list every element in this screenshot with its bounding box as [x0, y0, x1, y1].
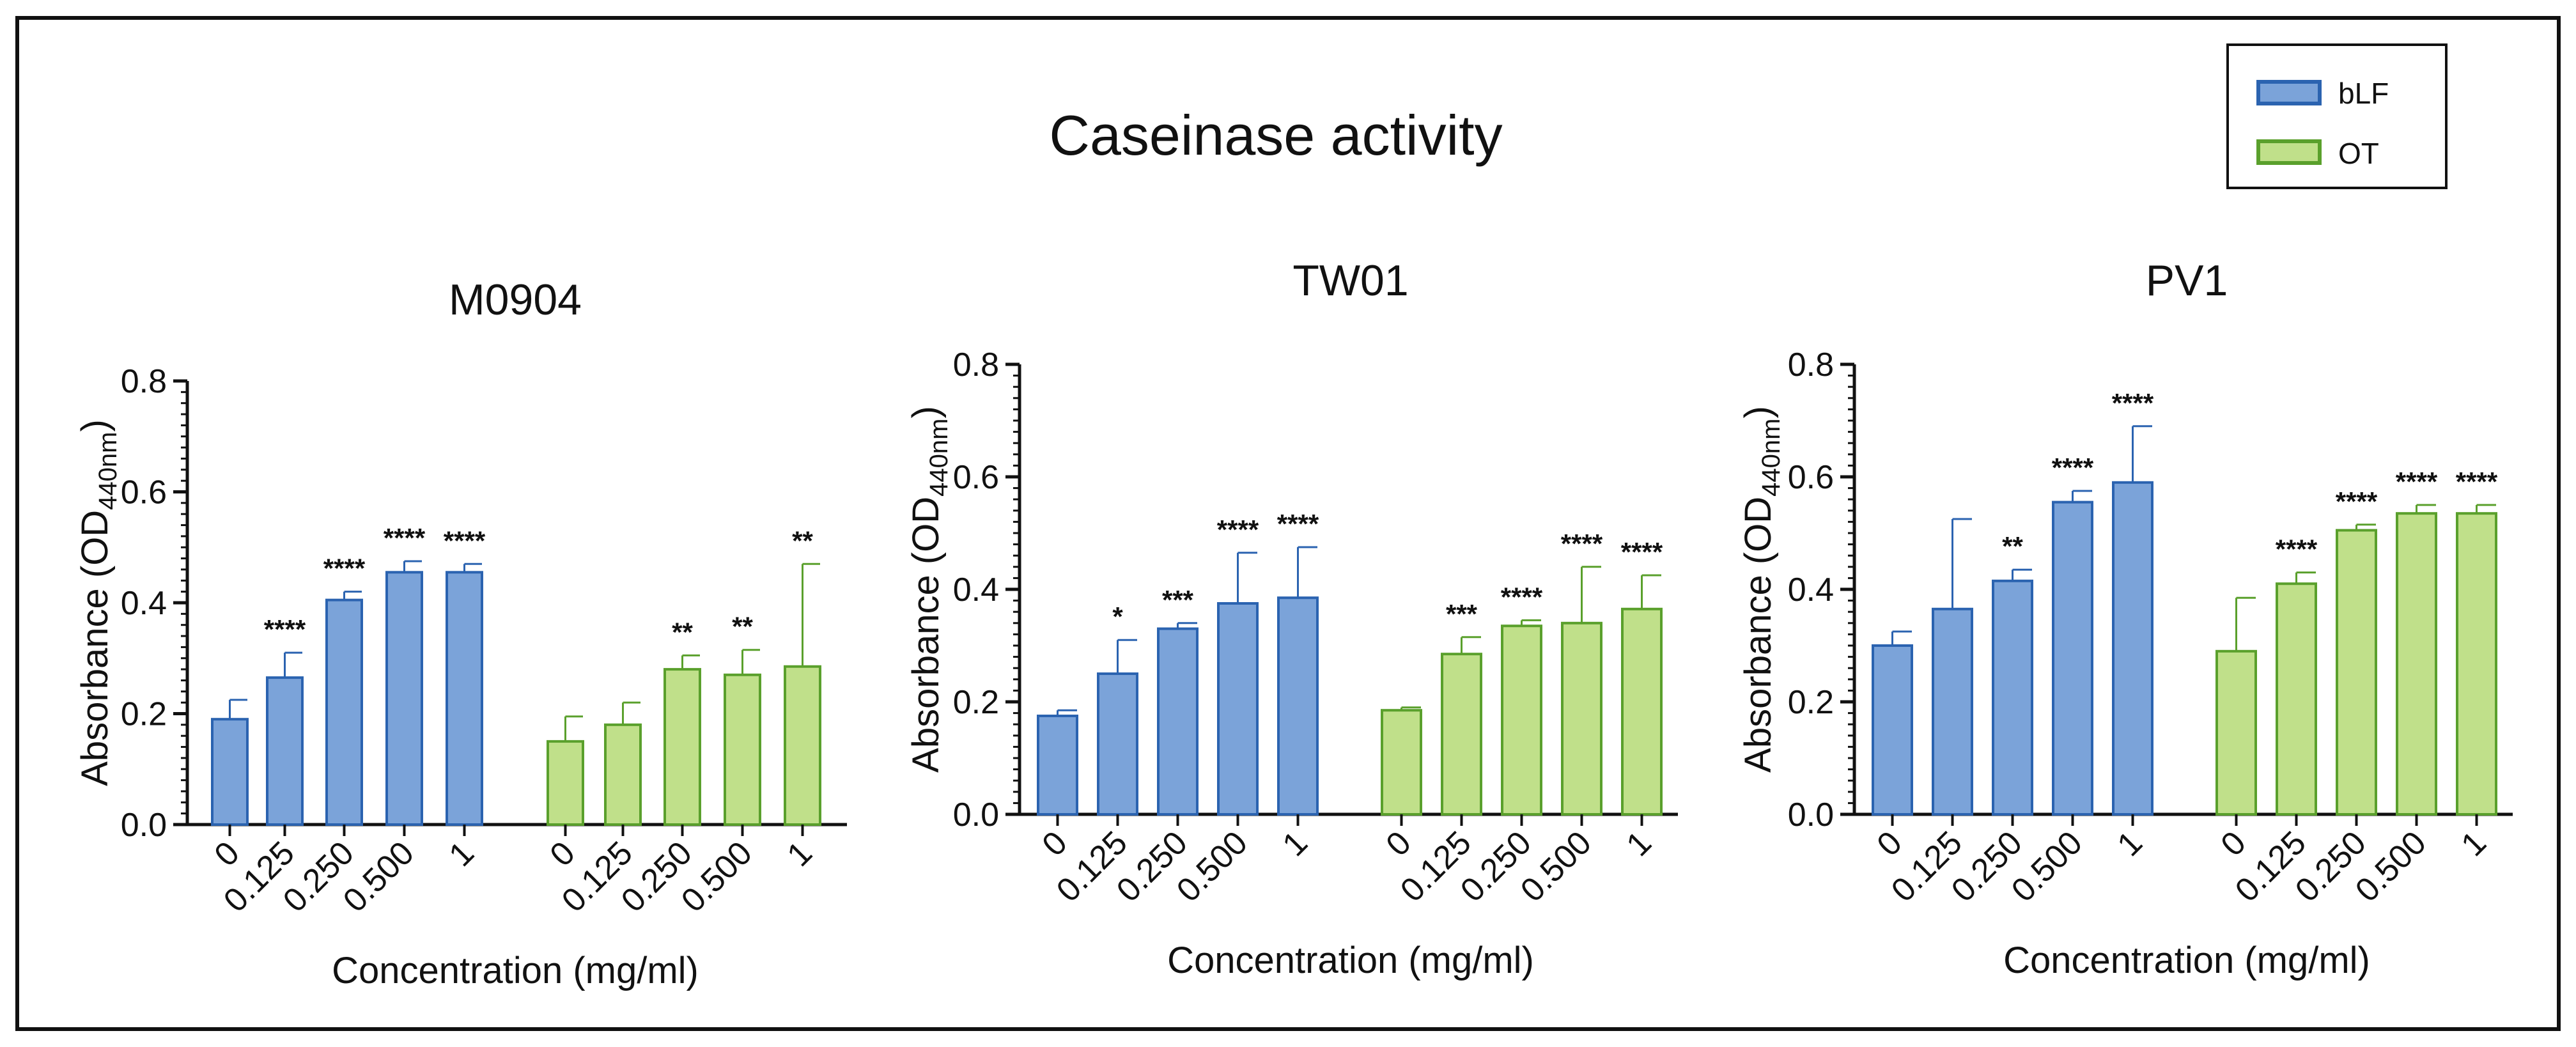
y-tick-label: 0.4 [1788, 571, 1834, 609]
significance-label: **** [1217, 515, 1259, 545]
panel-title: TW01 [1292, 256, 1408, 305]
significance-label: **** [2336, 486, 2378, 516]
bar-blf-0 [1037, 715, 1078, 816]
bar-ot-0.500 [2396, 512, 2437, 816]
significance-label: **** [1561, 529, 1603, 559]
significance-label: *** [1446, 599, 1478, 629]
bar-blf-0.125 [266, 676, 304, 826]
y-tick-label: 0.8 [121, 363, 167, 400]
significance-label: **** [2396, 467, 2438, 497]
significance-label: *** [1162, 585, 1194, 615]
significance-label: **** [264, 614, 306, 644]
y-tick-label: 0.0 [1788, 796, 1834, 834]
y-tick-label: 0.6 [1788, 459, 1834, 496]
y-tick-label: 0.4 [121, 585, 167, 622]
panel-title: M0904 [449, 275, 582, 324]
panel-title: PV1 [2146, 256, 2228, 305]
y-tick-label: 0.0 [953, 796, 999, 834]
bar-blf-0.250 [1157, 627, 1199, 816]
bar-ot-0.500 [1561, 621, 1602, 816]
legend-swatch-ot [2256, 139, 2322, 165]
y-tick-label: 0.2 [1788, 684, 1834, 721]
bar-ot-0 [547, 740, 584, 826]
y-tick-label: 0.4 [953, 571, 999, 609]
y-tick-label: 0.6 [121, 474, 167, 511]
legend: bLF OT [2226, 43, 2448, 189]
legend-box [2226, 43, 2448, 189]
legend-swatch-blf [2256, 80, 2322, 105]
significance-label: ** [732, 612, 753, 642]
bar-ot-0.125 [2276, 582, 2317, 816]
significance-label: **** [444, 525, 486, 555]
legend-label-blf: bLF [2338, 77, 2389, 110]
x-axis-label: Concentration (mg/ml) [1167, 940, 1534, 981]
bar-blf-0.500 [1217, 602, 1259, 816]
bar-blf-1 [2112, 481, 2153, 816]
bar-blf-0.250 [325, 598, 363, 826]
significance-label: **** [1277, 509, 1319, 539]
bar-ot-0.250 [663, 668, 701, 826]
bar-ot-0 [1381, 709, 1422, 816]
chart-title: Caseinase activity [1049, 104, 1502, 167]
significance-label: **** [2276, 534, 2318, 564]
bar-ot-0 [2215, 649, 2257, 816]
y-axis-label: Absorbance (OD440nm) [74, 419, 122, 786]
bar-ot-1 [2456, 512, 2497, 816]
x-axis-label: Concentration (mg/ml) [2003, 940, 2370, 981]
bar-blf-0.125 [1097, 672, 1138, 816]
bar-blf-0.250 [1992, 579, 2033, 816]
bar-ot-0.125 [604, 723, 642, 826]
bar-ot-0.500 [724, 673, 761, 826]
significance-label: **** [384, 523, 426, 553]
significance-label: * [1112, 601, 1123, 632]
y-tick-label: 0.2 [953, 684, 999, 721]
bar-ot-0.250 [1501, 624, 1542, 816]
bar-blf-0.500 [385, 571, 423, 826]
y-tick-label: 0.6 [953, 459, 999, 496]
significance-label: **** [323, 554, 366, 584]
bar-blf-0 [1872, 644, 1913, 816]
bar-ot-0.250 [2336, 529, 2377, 816]
significance-label: **** [1621, 537, 1663, 567]
significance-label: **** [2456, 467, 2498, 497]
significance-label: **** [2112, 388, 2154, 418]
bar-ot-1 [1621, 607, 1663, 816]
bar-ot-1 [784, 665, 821, 826]
significance-label: ** [672, 617, 693, 647]
y-tick-label: 0.8 [953, 346, 999, 384]
significance-label: **** [1501, 582, 1543, 612]
bar-blf-0.500 [2052, 500, 2093, 816]
y-tick-label: 0.8 [1788, 346, 1834, 384]
significance-label: ** [792, 525, 813, 555]
y-axis-label: Absorbance (OD440nm) [905, 406, 953, 773]
y-tick-label: 0.0 [121, 807, 167, 844]
y-tick-label: 0.2 [121, 696, 167, 733]
significance-label: ** [2002, 531, 2023, 561]
x-axis-label: Concentration (mg/ml) [332, 950, 699, 991]
significance-label: **** [2052, 453, 2094, 483]
bar-blf-1 [1277, 596, 1319, 816]
legend-label-ot: OT [2338, 137, 2379, 170]
bar-blf-0 [211, 718, 249, 826]
bar-ot-0.125 [1441, 653, 1482, 816]
bar-blf-0.125 [1932, 607, 1973, 816]
y-axis-label: Absorbance (OD440nm) [1737, 406, 1785, 773]
bar-blf-1 [446, 571, 483, 826]
